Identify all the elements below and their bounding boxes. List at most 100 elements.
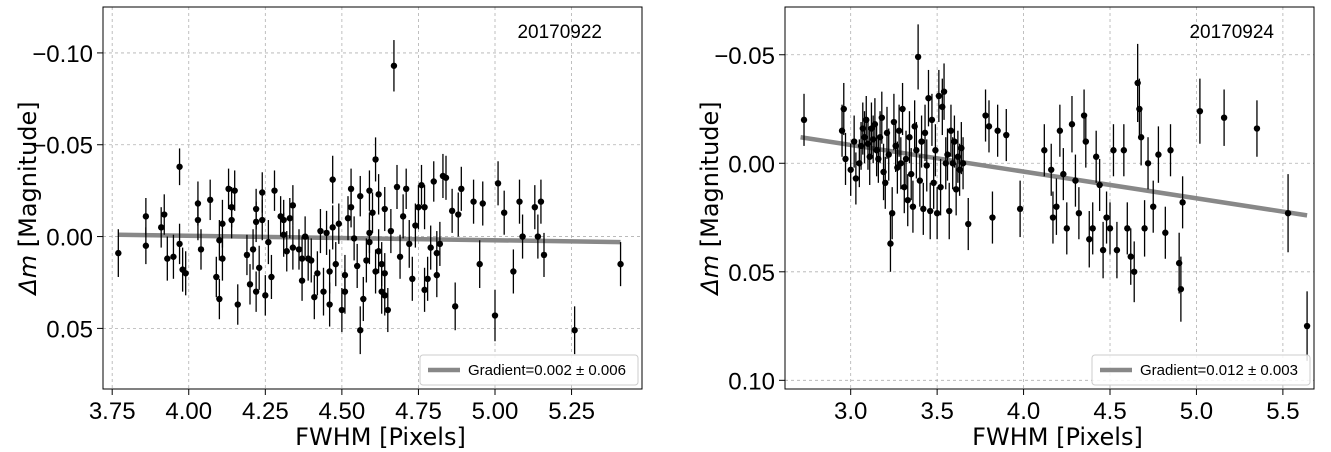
data-marker [219, 220, 226, 227]
data-marker [899, 105, 906, 113]
data-marker [470, 198, 477, 205]
data-marker [283, 248, 290, 255]
data-marker [249, 246, 257, 253]
x-tick-label: 5.00 [472, 398, 519, 425]
data-point [219, 199, 226, 248]
data-marker [1220, 114, 1228, 121]
legend: Gradient=0.012 ± 0.003 [1091, 354, 1311, 386]
data-marker [170, 253, 177, 260]
y-tick-label: 0.05 [46, 316, 93, 343]
data-point [510, 249, 517, 294]
y-tick-label: 0.05 [728, 260, 775, 287]
data-point [197, 229, 205, 270]
data-marker [944, 151, 951, 158]
data-point [516, 179, 523, 224]
data-marker [1113, 246, 1121, 254]
data-point [1124, 202, 1131, 255]
data-marker [930, 179, 937, 187]
data-point [887, 215, 894, 272]
date-annotation: 20170924 [1189, 22, 1274, 43]
data-marker [252, 288, 260, 295]
data-point [899, 82, 906, 136]
data-point [115, 229, 122, 277]
data-marker [906, 134, 913, 141]
data-point [946, 182, 953, 240]
data-point [393, 164, 401, 210]
data-point [895, 104, 903, 157]
data-point [842, 132, 849, 185]
data-marker [847, 166, 854, 173]
data-marker [390, 62, 398, 69]
data-point [213, 256, 220, 298]
data-marker [916, 177, 924, 184]
data-marker [946, 207, 953, 215]
data-point [378, 242, 385, 287]
data-marker [1060, 170, 1067, 178]
data-point [994, 104, 1001, 157]
data-point [1099, 221, 1107, 279]
data-marker [161, 211, 168, 218]
data-marker [399, 213, 407, 220]
data-marker [323, 229, 330, 237]
data-marker [381, 292, 388, 299]
data-marker [182, 270, 189, 277]
data-point [944, 128, 951, 181]
data-marker [142, 213, 150, 220]
data-point [1155, 126, 1162, 183]
data-marker [353, 262, 361, 270]
data-point [927, 182, 934, 240]
data-marker [985, 123, 993, 130]
data-point [888, 187, 896, 240]
data-marker [842, 155, 849, 163]
data-marker [1167, 147, 1174, 154]
data-marker [887, 240, 894, 247]
data-point [1086, 211, 1093, 268]
data-marker [852, 175, 860, 182]
data-point [913, 122, 920, 179]
data-point [921, 104, 929, 162]
data-marker [510, 268, 517, 275]
data-marker [925, 94, 932, 102]
data-marker [378, 260, 385, 268]
data-marker [479, 200, 486, 207]
data-point [494, 161, 502, 206]
data-point [951, 115, 958, 168]
x-tick-label: 5.25 [548, 398, 595, 425]
data-marker [1177, 285, 1185, 293]
y-tick-label: −0.05 [714, 43, 775, 70]
data-point [338, 287, 346, 333]
data-point [940, 63, 948, 120]
data-marker [308, 257, 315, 264]
data-point [406, 220, 413, 268]
data-point [228, 201, 235, 239]
data-marker [259, 189, 266, 196]
data-point [182, 251, 189, 296]
data-marker [537, 198, 545, 205]
data-marker [363, 257, 370, 264]
data-point [243, 234, 251, 276]
data-point [357, 306, 364, 355]
data-marker [850, 138, 858, 145]
data-point [164, 236, 171, 281]
data-marker [952, 186, 960, 193]
data-marker [1048, 166, 1055, 173]
data-point [617, 242, 624, 287]
data-marker [360, 295, 367, 303]
data-point [353, 243, 361, 288]
data-point [904, 174, 911, 227]
data-point [418, 164, 425, 206]
data-marker [534, 233, 542, 240]
data-marker [1053, 203, 1060, 210]
data-point [959, 137, 967, 190]
data-point [894, 141, 901, 194]
plot-frame [784, 6, 1315, 390]
data-point [265, 220, 272, 265]
chart-panel-20170924: 3.0 3.5 4.0 4.5 5.0 5.5 −0.05 0.00 0.05 0.10 20170… [696, 6, 1315, 451]
data-marker [1284, 209, 1292, 217]
data-point [179, 247, 186, 292]
data-marker [197, 246, 205, 253]
data-point [1162, 206, 1169, 259]
data-point [1196, 78, 1204, 144]
data-marker [882, 179, 889, 187]
data-marker [415, 203, 422, 211]
